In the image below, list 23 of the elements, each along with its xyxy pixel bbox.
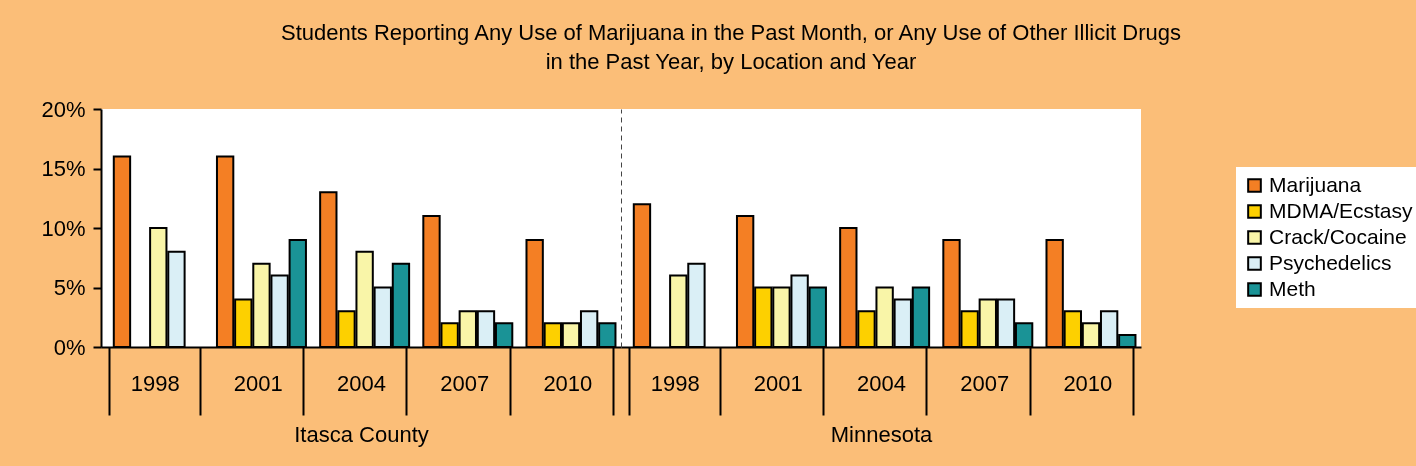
x-axis-title: Itasca County <box>294 421 429 447</box>
y-tick-label: 0% <box>53 334 86 360</box>
legend-label: MDMA/Ecstasy <box>1269 198 1414 222</box>
x-tick-label: 2007 <box>960 370 1010 396</box>
x-tick-label: 2010 <box>543 370 593 396</box>
x-tick-label: 1998 <box>650 370 700 396</box>
y-tick-label: 5% <box>53 275 86 300</box>
x-tick-label: 2004 <box>857 370 906 396</box>
legend-label: Meth <box>1269 276 1316 300</box>
x-tick-label: 1998 <box>130 370 180 396</box>
x-axis-title: Minnesota <box>830 421 934 447</box>
x-tick-label: 2004 <box>337 370 386 396</box>
y-tick-label: 10% <box>41 215 86 241</box>
x-tick-label: 2001 <box>753 370 803 396</box>
x-tick-label: 2007 <box>440 370 490 396</box>
legend-label: Crack/Cocaine <box>1269 224 1407 248</box>
y-tick-label: 20% <box>41 96 86 122</box>
x-tick-label: 2010 <box>1063 370 1113 396</box>
legend-label: Psychedelics <box>1269 250 1392 274</box>
x-tick-label: 2001 <box>233 370 283 396</box>
text: Students Reporting Any Use of Marijuana in the Past Month, or Any Use of Other Illicit Drugs in the Past Year, by Location and Year <box>280 20 1181 74</box>
legend-label: Marijuana <box>1269 172 1362 196</box>
y-tick-label: 15% <box>41 156 86 181</box>
